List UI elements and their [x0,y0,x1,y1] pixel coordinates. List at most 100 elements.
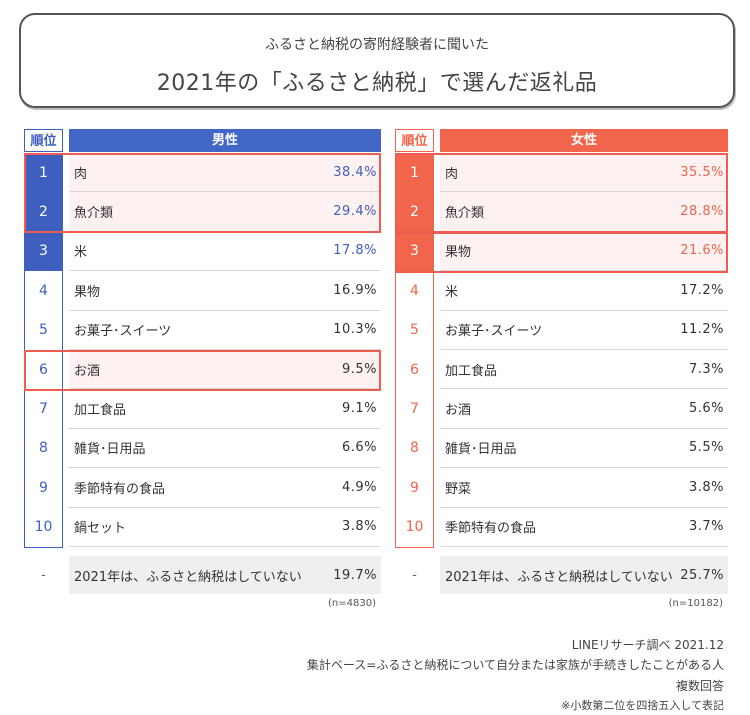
row-item: 魚介類 [74,206,114,222]
male-ranking-table: 順位 男性 1 肉 38.4% 2 魚介類 29.4% 3 米 17.8% 4 果物 16.9% 5 お菓… [24,129,381,614]
row-rank: 2 [24,192,63,232]
row-cell: 肉 35.5% [440,153,728,193]
row-rank: 10 [405,519,424,536]
rank-header: 順位 [395,129,434,152]
row-value: 35.5% [680,164,724,180]
row-rank: - [412,567,417,583]
table-row: 4 果物 16.9% [24,271,381,311]
row-rank: 6 [410,361,419,378]
row-cell: 加工食品 7.3% [440,350,728,390]
row-cell: 魚介類 28.8% [440,192,728,232]
row-item: 魚介類 [445,206,485,222]
row-rank: 3 [24,231,63,272]
row-rank: 5 [39,322,48,339]
row-item: 雑貨･日用品 [445,442,517,458]
row-rank: 8 [39,440,48,457]
table-row: 1 肉 35.5% [395,153,728,193]
table-row: 7 お酒 5.6% [395,389,728,429]
row-value: 38.4% [333,164,377,180]
row-item: 加工食品 [74,403,127,419]
row-rank: 3 [395,231,434,272]
row-rank: 4 [410,282,419,299]
table-row: 8 雑貨･日用品 5.5% [395,429,728,469]
row-item: お菓子･スイーツ [445,324,543,340]
table-row: 9 季節特有の食品 4.9% [24,468,381,508]
row-value: 29.4% [333,204,377,220]
subtitle: ふるさと納税の寄附経験者に聞いた [265,37,489,53]
table-row: 7 加工食品 9.1% [24,389,381,429]
row-rank: 5 [410,322,419,339]
row-value: 6.6% [341,440,377,456]
table-row: 6 加工食品 7.3% [395,350,728,390]
row-item: 米 [74,245,88,261]
row-cell: 2021年は、ふるさと納税はしていない 19.7% [69,556,381,594]
row-cell: 果物 21.6% [440,231,728,272]
row-item: 果物 [445,245,472,261]
row-rank: 4 [39,282,48,299]
sample-size: (n=10182) [668,598,723,609]
row-rank: 7 [410,401,419,418]
row-value: 21.6% [680,243,724,259]
row-cell: 2021年は、ふるさと納税はしていない 25.7% [440,556,728,594]
no-donation-row: - 2021年は、ふるさと納税はしていない 19.7% [24,556,381,594]
row-value: 3.8% [688,479,724,495]
row-item: 米 [445,284,459,300]
rank-header: 順位 [24,129,63,152]
male-header: 男性 [69,129,381,152]
row-value: 9.1% [341,401,377,417]
row-rank: 2 [395,192,434,232]
table-row: 2 魚介類 29.4% [24,192,381,232]
title-box: ふるさと納税の寄附経験者に聞いた 2021年の「ふるさと納税」で選んだ返礼品 [19,13,735,108]
row-value: 28.8% [680,204,724,220]
row-value: 3.8% [341,519,377,535]
row-item: お酒 [74,363,101,379]
row-item: 2021年は、ふるさと納税はしていない [74,569,302,585]
rounding-note: ※小数第二位を四捨五入して表記 [561,699,724,712]
row-cell: 季節特有の食品 4.9% [69,468,381,508]
row-value: 5.5% [688,440,724,456]
row-value: 16.9% [333,282,377,298]
table-row: 8 雑貨･日用品 6.6% [24,429,381,469]
row-cell: お菓子･スイーツ 10.3% [69,311,381,350]
source-note: LINEリサーチ調べ 2021.12 [571,638,724,652]
row-item: 季節特有の食品 [445,521,537,537]
answer-type-note: 複数回答 [675,679,724,693]
row-value: 10.3% [333,322,377,338]
row-cell: お菓子･スイーツ 11.2% [440,311,728,350]
female-ranking-table: 順位 女性 1 肉 35.5% 2 魚介類 28.8% 3 果物 21.6% 4 米 17.2% 5 お菓… [395,129,728,614]
page-title: 2021年の「ふるさと納税」で選んだ返礼品 [156,71,598,96]
table-row: 3 果物 21.6% [395,231,728,272]
row-value: 4.9% [341,479,377,495]
row-rank: - [41,567,46,583]
row-value: 7.3% [688,361,724,377]
table-row: 5 お菓子･スイーツ 10.3% [24,311,381,350]
row-item: お菓子･スイーツ [74,324,172,340]
row-rank: 8 [410,440,419,457]
row-value: 5.6% [688,401,724,417]
table-row: 10 季節特有の食品 3.7% [395,508,728,547]
row-cell: お酒 9.5% [69,350,381,390]
row-rank: 1 [395,153,434,193]
row-item: 鍋セット [74,521,127,537]
row-cell: お酒 5.6% [440,389,728,429]
row-value: 3.7% [688,519,724,535]
row-cell: 果物 16.9% [69,271,381,311]
row-cell: 雑貨･日用品 5.5% [440,429,728,469]
row-cell: 米 17.2% [440,271,728,311]
row-value: 11.2% [680,322,724,338]
table-row: 10 鍋セット 3.8% [24,508,381,547]
row-item: 2021年は、ふるさと納税はしていない [445,569,673,585]
row-cell: 野菜 3.8% [440,468,728,508]
row-cell: 魚介類 29.4% [69,192,381,232]
row-value: 19.7% [333,567,377,583]
table-row: 4 米 17.2% [395,271,728,311]
row-item: 季節特有の食品 [74,481,166,497]
row-item: 雑貨･日用品 [74,442,146,458]
sample-size: (n=4830) [328,598,376,609]
row-rank: 9 [410,479,419,496]
row-value: 25.7% [680,567,724,583]
row-rank: 10 [34,519,53,536]
table-row: 3 米 17.8% [24,231,381,272]
female-header: 女性 [440,129,728,152]
row-value: 17.8% [333,243,377,259]
